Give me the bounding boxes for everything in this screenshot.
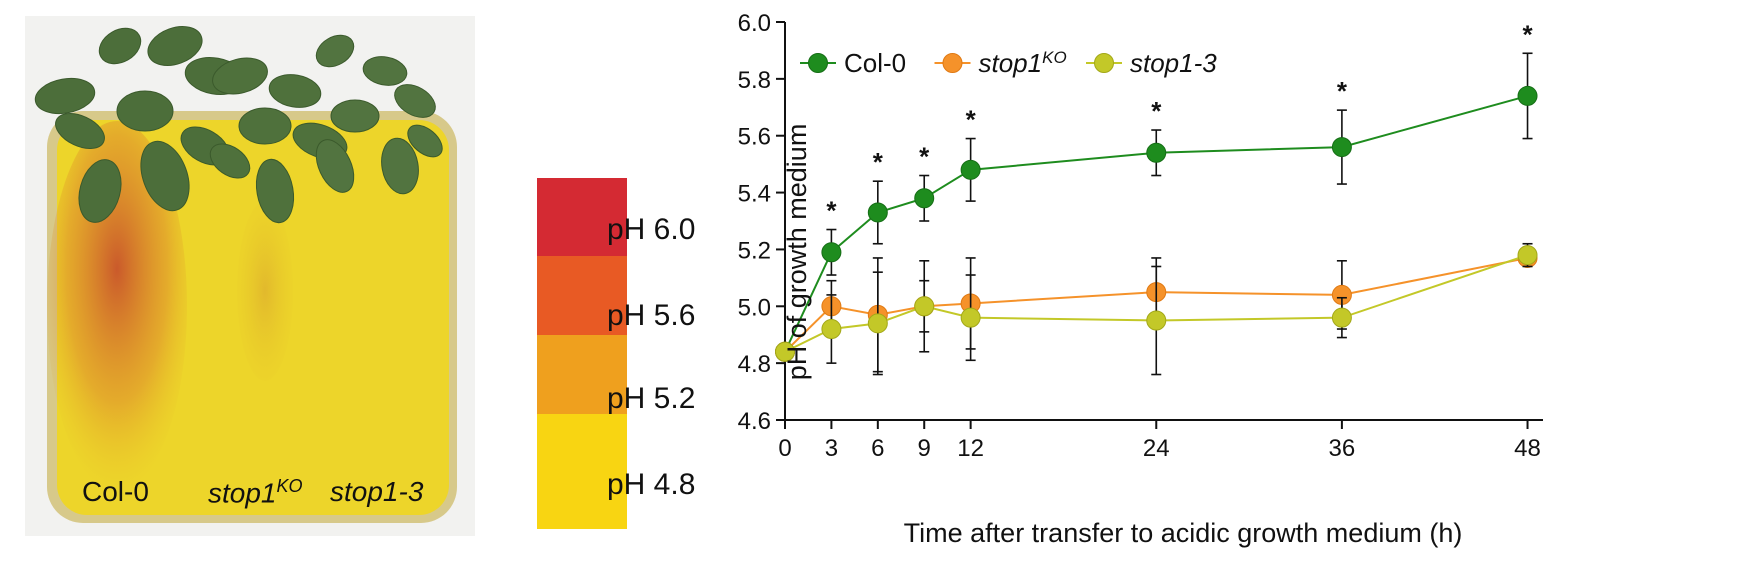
chart-axes: 0 3 6 9 12 24 36 484.64.85.05.25.45.65.86.0 <box>738 10 1543 462</box>
series-2 <box>775 242 1538 376</box>
rosette-col0 <box>34 26 246 223</box>
y-tick-label: 5.6 <box>738 124 771 151</box>
scale-swatch-ph56 <box>537 256 627 335</box>
data-point <box>914 296 935 317</box>
plate-label-stop1ko: stop1KO <box>208 476 303 509</box>
significance-marker: * <box>873 147 884 177</box>
significance-marker: * <box>826 196 837 226</box>
legend-marker <box>1094 53 1114 73</box>
significance-marker: * <box>966 105 977 135</box>
data-point <box>867 202 888 223</box>
x-tick-label: 0 <box>778 435 791 462</box>
chart-annotations: * * * * * * * <box>826 19 1533 225</box>
data-point <box>960 307 981 328</box>
x-tick-label: 24 <box>1143 435 1170 462</box>
data-point <box>1331 137 1352 158</box>
y-axis-label: pH of growth medium <box>782 124 812 381</box>
significance-marker: * <box>1337 76 1348 106</box>
x-tick-label: 6 <box>871 435 884 462</box>
scale-swatch-ph48 <box>537 414 627 529</box>
data-point <box>1517 245 1538 266</box>
significance-marker: * <box>1522 19 1533 49</box>
legend-marker <box>942 53 963 73</box>
data-point <box>1146 310 1167 331</box>
data-point <box>1331 307 1352 328</box>
x-tick-label: 9 <box>918 435 931 462</box>
significance-marker: * <box>919 142 930 172</box>
ph-color-scale <box>537 178 627 529</box>
y-tick-label: 5.0 <box>738 294 771 321</box>
legend-item-2: stop1-3 <box>1086 48 1217 78</box>
plate-photo <box>25 16 475 536</box>
series-line <box>784 94 1528 353</box>
y-tick-label: 4.8 <box>738 351 771 378</box>
scale-label-ph56: pH 5.6 <box>607 299 696 332</box>
rosette-stop13 <box>315 34 443 195</box>
legend-label: stop1-3 <box>1130 48 1217 78</box>
data-point <box>914 188 935 209</box>
x-tick-label: 3 <box>825 435 838 462</box>
stop1ko-stain <box>237 201 293 381</box>
x-tick-label: 12 <box>957 435 984 462</box>
y-tick-label: 5.4 <box>738 181 771 208</box>
scale-swatch-ph60 <box>537 178 627 256</box>
scale-label-ph60: pH 6.0 <box>607 213 696 246</box>
legend-label-sup: KO <box>1042 48 1067 67</box>
legend-marker <box>808 53 828 73</box>
y-tick-label: 5.8 <box>738 67 771 94</box>
x-axis-label: Time after transfer to acidic growth med… <box>904 518 1463 548</box>
y-tick-label: 5.2 <box>738 237 771 264</box>
plate-label-stop13: stop1-3 <box>330 476 424 507</box>
scale-label-ph52: pH 5.2 <box>607 382 696 415</box>
legend-label: Col-0 <box>844 48 906 78</box>
data-point <box>1146 142 1167 163</box>
y-tick-label: 4.6 <box>738 408 771 435</box>
scale-swatch-ph52 <box>537 335 627 414</box>
data-point <box>775 341 795 362</box>
legend-item-0: Col-0 <box>800 48 906 78</box>
plate-label-col0: Col-0 <box>82 476 149 507</box>
plate-label-stop1ko-base: stop1 <box>208 477 277 509</box>
data-point <box>867 313 888 334</box>
significance-marker: * <box>1151 96 1162 126</box>
rosette-stop1ko <box>209 57 348 224</box>
x-tick-label: 36 <box>1329 435 1356 462</box>
data-point <box>960 159 981 180</box>
scale-label-ph48: pH 4.8 <box>607 468 696 501</box>
x-tick-label: 48 <box>1514 435 1541 462</box>
chart-legend: Col-0 stop1KO stop1-3 <box>800 48 1217 78</box>
y-tick-label: 6.0 <box>738 10 771 37</box>
plate-label-stop1ko-sup: KO <box>276 476 303 496</box>
data-point <box>821 319 842 340</box>
legend-label: stop1KO <box>979 48 1067 78</box>
series-0 <box>775 52 1538 362</box>
data-point <box>821 242 842 263</box>
legend-item-1: stop1KO <box>934 48 1067 78</box>
chart-series <box>775 52 1538 376</box>
data-point <box>1517 85 1538 106</box>
